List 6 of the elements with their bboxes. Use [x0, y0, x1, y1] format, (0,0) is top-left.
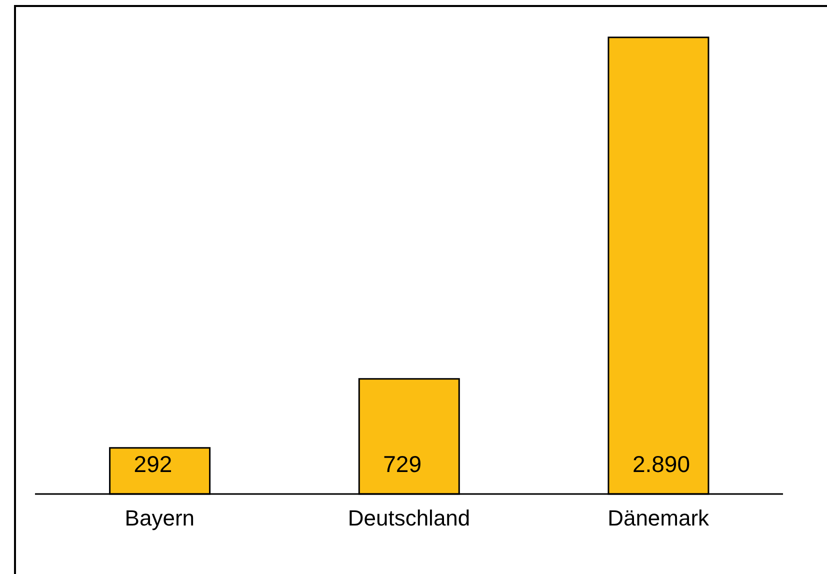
data-label: 2.890: [632, 451, 690, 478]
data-label: 729: [383, 451, 422, 478]
x-tick-label: Dänemark: [608, 506, 710, 531]
x-tick-label: Bayern: [124, 506, 195, 531]
x-tick-label: Deutschland: [348, 506, 470, 531]
data-label: 292: [134, 451, 172, 478]
